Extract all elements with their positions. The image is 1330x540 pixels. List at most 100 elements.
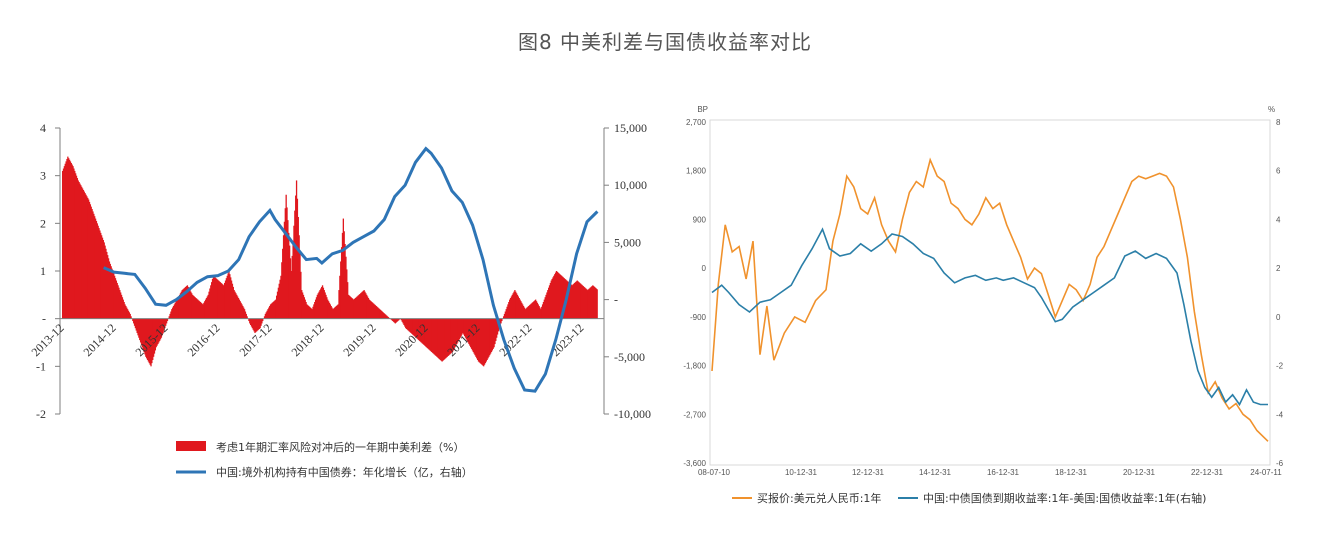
- left-bar: [590, 286, 592, 319]
- left-bar: [334, 307, 336, 319]
- left-bar: [249, 318, 251, 324]
- left-bar: [156, 318, 158, 346]
- left-bar: [130, 316, 132, 319]
- left-bar: [309, 307, 312, 319]
- left-bar: [589, 287, 591, 319]
- left-bar: [219, 282, 221, 319]
- left-bar: [96, 223, 98, 319]
- left-bar: [501, 318, 503, 322]
- left-bar: [265, 312, 267, 319]
- left-bar: [250, 318, 253, 327]
- left-bar: [586, 289, 588, 319]
- left-bar: [76, 178, 79, 319]
- left-bar: [160, 318, 163, 338]
- left-bar: [517, 296, 519, 319]
- left-bar: [584, 287, 586, 319]
- left-bar: [246, 316, 248, 319]
- legend-label-bar: 考虑1年期汇率风险对冲后的一年期中美利差（%）: [216, 440, 464, 454]
- left-bar: [190, 291, 192, 319]
- left-bar: [547, 290, 549, 319]
- left-y-tick-label: -1: [36, 359, 46, 373]
- left-bar: [188, 288, 190, 319]
- left-bar: [256, 318, 258, 332]
- left-bar: [87, 197, 89, 319]
- left-bar: [159, 318, 161, 341]
- left-bar: [117, 285, 119, 319]
- left-bar: [491, 318, 494, 351]
- left-bar: [340, 261, 342, 319]
- left-y-tick-label: -2: [36, 407, 46, 421]
- left-bar: [99, 230, 101, 319]
- left-bar: [539, 307, 541, 319]
- left-bar: [135, 318, 137, 331]
- left-bar: [476, 318, 478, 359]
- left-bar: [568, 282, 571, 319]
- left-bar: [113, 273, 115, 319]
- left-bar: [220, 282, 222, 319]
- left-bar: [375, 305, 377, 319]
- left-bar: [136, 318, 138, 333]
- left-bar: [500, 318, 502, 324]
- left-bar: [504, 311, 507, 319]
- left-bar: [577, 281, 579, 319]
- right-chart-x-tick-label: 20-12-31: [1123, 468, 1156, 477]
- left-axes: 4 3 2 1 - -1 -2 15,000 10,000 5,000 - -5,000 -10,000…: [29, 121, 651, 421]
- left-bar: [248, 318, 250, 322]
- left-bar: [350, 297, 352, 319]
- left-bar: [271, 302, 273, 319]
- left-bar: [475, 318, 477, 357]
- left-bar: [237, 296, 239, 319]
- left-y-tick-label: 1: [40, 264, 46, 278]
- left-bar: [546, 292, 548, 319]
- left-bar: [465, 318, 468, 340]
- left-bar: [80, 185, 82, 319]
- left-bar: [506, 306, 508, 319]
- left-bar: [331, 307, 333, 319]
- left-bar: [63, 166, 66, 319]
- left-bar: [412, 318, 415, 336]
- left-bar: [105, 248, 107, 319]
- left-bar: [120, 294, 123, 319]
- left-bar: [163, 318, 165, 331]
- left-bar: [216, 278, 218, 319]
- left-bar: [544, 297, 546, 319]
- left-bar: [576, 280, 578, 319]
- left-bar: [349, 296, 351, 319]
- left-bar: [519, 299, 521, 319]
- left-bar: [321, 286, 323, 319]
- left-bar: [73, 168, 75, 319]
- right-legend-label-usdcny: 买报价:美元兑人民币:1年: [757, 491, 881, 505]
- left-bar: [276, 291, 279, 319]
- left-bar: [109, 263, 111, 319]
- left-bar: [490, 318, 493, 353]
- right-chart-right-tick-label: 4: [1276, 215, 1281, 224]
- left-bar: [494, 318, 496, 345]
- legend-label-line: 中国:境外机构持有中国债券：年化增长（亿，右轴）: [216, 465, 473, 479]
- left-x-tick-label: 2019-12: [340, 321, 378, 359]
- left-bar: [172, 305, 175, 319]
- left-bar: [97, 225, 99, 319]
- left-bar: [198, 301, 201, 319]
- right-chart-right-tick-label: -2: [1276, 362, 1284, 371]
- left-bar: [454, 318, 456, 348]
- left-bar: [595, 288, 597, 319]
- left-bar: [214, 277, 216, 319]
- left-bar: [418, 318, 421, 341]
- left-bar: [179, 293, 182, 319]
- left-bar: [332, 309, 334, 319]
- left-bar: [528, 305, 530, 319]
- left-bar: [412, 318, 414, 335]
- left-bar: [142, 318, 144, 350]
- left-bar: [510, 296, 513, 319]
- left-bar: [289, 258, 292, 319]
- left-bar: [353, 298, 356, 319]
- left-bar: [139, 318, 141, 341]
- left-bar: [192, 295, 195, 319]
- left-bar: [445, 318, 448, 358]
- left-bar: [107, 255, 109, 319]
- left-bar: [367, 298, 370, 319]
- right-chart-x-tick-label: 10-12-31: [785, 468, 818, 477]
- right-chart-x-tick-label: 16-12-31: [987, 468, 1020, 477]
- left-bar: [582, 286, 584, 319]
- left-bar: [294, 210, 296, 319]
